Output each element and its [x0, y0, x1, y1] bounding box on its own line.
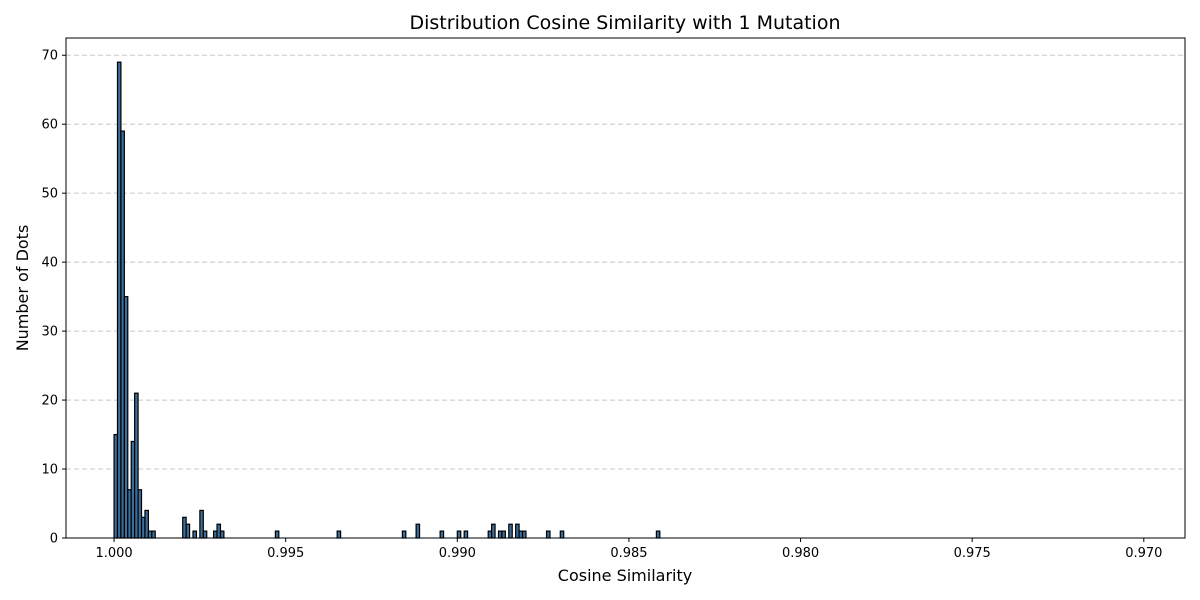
x-tick-label: 0.975: [954, 546, 991, 561]
plot-frame: [65, 37, 1186, 539]
histogram-bar: [202, 530, 208, 539]
x-tick-label: 1.000: [95, 546, 132, 561]
histogram-bar: [192, 530, 198, 539]
histogram-bar: [508, 523, 513, 539]
x-tick-label: 0.980: [782, 546, 819, 561]
y-tick-label: 0: [50, 532, 58, 547]
histogram-bar: [336, 530, 342, 539]
x-tick-label: 0.995: [267, 546, 304, 561]
histogram-bar: [415, 523, 421, 539]
histogram-bar: [401, 530, 407, 539]
histogram-bar: [219, 530, 225, 539]
y-tick-label: 20: [41, 394, 58, 409]
y-tick-label: 60: [41, 118, 58, 133]
histogram-bar: [655, 530, 661, 539]
y-axis-ticks: 0 10 20 30 40 50 60 70: [41, 49, 66, 547]
histogram-bar: [439, 530, 445, 539]
histogram-bar: [185, 523, 191, 539]
x-axis-ticks: 1.000 0.995 0.990 0.985 0.980 0.975 0.970: [95, 538, 1162, 561]
x-tick-label: 0.990: [439, 546, 476, 561]
histogram-bar: [491, 523, 496, 539]
x-tick-label: 0.985: [610, 546, 647, 561]
chart-title: Distribution Cosine Similarity with 1 Mu…: [410, 12, 841, 34]
histogram-bar: [559, 530, 565, 539]
y-gridlines: [66, 54, 1185, 470]
y-axis-title: Number of Dots: [13, 225, 32, 352]
histogram-bar: [151, 530, 156, 539]
histogram-bar: [521, 530, 527, 539]
histogram-bar: [501, 530, 506, 539]
histogram-bar: [545, 530, 551, 539]
y-tick-label: 30: [41, 325, 58, 340]
histogram-bar: [456, 530, 462, 539]
histogram-bar: [274, 530, 280, 539]
y-tick-label: 40: [41, 256, 58, 271]
y-tick-label: 10: [41, 463, 58, 478]
y-tick-label: 70: [41, 49, 58, 64]
histogram-bar: [463, 530, 469, 539]
y-tick-label: 50: [41, 187, 58, 202]
x-axis-title: Cosine Similarity: [558, 566, 692, 585]
x-tick-label: 0.970: [1125, 546, 1162, 561]
